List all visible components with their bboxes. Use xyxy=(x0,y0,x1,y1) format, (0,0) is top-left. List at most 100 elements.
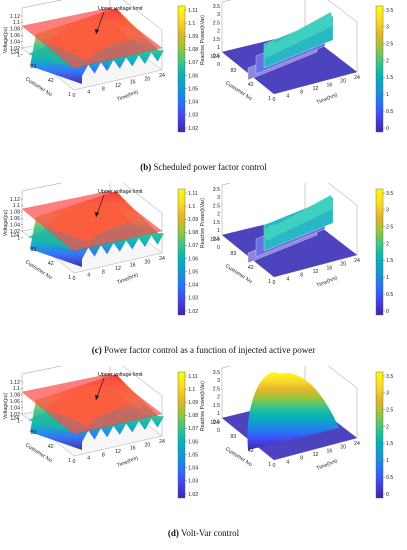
panel-1-voltage-zaxis-label: Voltage(pu) xyxy=(3,209,9,236)
panel-2-voltage-upper-voltage-limit-plane xyxy=(21,373,163,435)
panel-0-reactive-xaxis-tick: 0 xyxy=(273,97,276,103)
panel-2-reactive-xaxis-tick: 24 xyxy=(354,441,360,447)
panel-2-reactive-zaxis-label: Reactive Power(kVar) xyxy=(200,381,206,431)
panel-0-reactive-xaxis-label: Time(hrs) xyxy=(316,92,339,106)
panel-0-voltage-zaxis-tick: 1.06 xyxy=(10,33,20,39)
panel-0-voltage-colorbar-bar xyxy=(177,5,186,133)
panel-1-reactive-colorbar-tick: 0 xyxy=(386,309,389,315)
panel-0-voltage-colorbar-tick: 1.11 xyxy=(188,8,198,14)
panel-0-reactive-zaxis-tick: 0.5 xyxy=(213,54,220,60)
panel-0-reactive-yaxis-tick: 124 xyxy=(210,54,219,60)
panel-0-voltage-colorbar-tick: 1.02 xyxy=(188,126,198,132)
panel-2-voltage-zaxis-tick: 1.1 xyxy=(13,386,20,392)
panel-2-voltage-xaxis-tick: 8 xyxy=(102,452,105,458)
panel-0-reactive-xaxis-tick: 12 xyxy=(313,86,319,92)
panel-2-voltage-xaxis-tick: 4 xyxy=(87,456,90,462)
panel-1-voltage-yaxis-tick: 83 xyxy=(31,247,37,253)
panel-0-reactive-xaxis-tick: 24 xyxy=(354,75,360,81)
panel-0-reactive-colorbar-bar xyxy=(375,5,384,133)
panel-2-reactive-xaxis-tick: 16 xyxy=(326,448,332,454)
panel-2-voltage-zaxis-tick: 1.08 xyxy=(10,393,20,399)
caption-letter: (b) xyxy=(140,162,152,172)
panel-0-caption: (b) Scheduled power factor control xyxy=(0,162,407,173)
panel-0-voltage-colorbar-tick: 1.08 xyxy=(188,47,198,53)
panel-1-reactive-colorbar-tick: 0.5 xyxy=(386,292,393,298)
caption-text: Scheduled power factor control xyxy=(153,162,267,172)
panel-1-reactive-zaxis-tick: 3.5 xyxy=(213,187,220,193)
panel-0-reactive-yaxis-tick: 1 xyxy=(268,96,271,102)
panel-2-reactive-yaxis-tick: 1 xyxy=(268,462,271,468)
panel-1-reactive-xaxis-tick: 12 xyxy=(313,269,319,275)
panel-1-reactive-zaxis-tick: 2 xyxy=(217,212,220,218)
panel-2-reactive-zaxis-tick: 2.5 xyxy=(213,386,220,392)
panel-0-voltage-yaxis-tick: 1 xyxy=(68,92,71,98)
panel-0-voltage-xaxis-tick: 20 xyxy=(144,76,150,82)
panel-0-reactive-xaxis-tick: 4 xyxy=(286,93,289,99)
panel-1-voltage-xaxis-tick: 16 xyxy=(130,263,136,269)
panel-0-reactive-colorbar-tick: 3 xyxy=(386,25,389,31)
panel-0-voltage-xaxis-tick: 8 xyxy=(102,86,105,92)
panel-1-caption: (c) Power factor control as a function o… xyxy=(0,345,407,356)
panel-0-voltage-colorbar-tick: 1.07 xyxy=(188,60,198,66)
panel-0-reactive-xaxis-tick: 8 xyxy=(300,90,303,96)
panel-0-reactive-colorbar-tick: 1 xyxy=(386,92,389,98)
panel-1-reactive-colorbar-tick: 1.5 xyxy=(386,258,393,264)
panel-1-reactive-zaxis-tick: 3 xyxy=(217,195,220,201)
panel-2-reactive-reactive-power-surface xyxy=(247,372,339,450)
panel-1-voltage-yaxis-tick: 1 xyxy=(68,275,71,281)
panel-2-reactive-zaxis-tick: 2 xyxy=(217,395,220,401)
panel-0-voltage-colorbar-tick: 1.1 xyxy=(188,21,195,27)
panel-0-reactive-colorbar-tick: 3.5 xyxy=(386,8,393,14)
panel-1-reactive-xaxis-tick: 16 xyxy=(326,265,332,271)
panel-1-voltage-zaxis-tick: 1.12 xyxy=(10,197,20,203)
panel-0-voltage-zaxis-tick: 1.02 xyxy=(10,46,20,52)
panel-1-voltage-xaxis-tick: 0 xyxy=(73,276,76,282)
panel-0-voltage-colorbar-tick: 1.09 xyxy=(188,34,198,40)
panel-2-voltage-zaxis-tick: 1.04 xyxy=(10,405,20,411)
panel-0-reactive-zaxis-tick: 2 xyxy=(217,29,220,35)
panel-1-reactive-colorbar-tick: 1 xyxy=(386,275,389,281)
panel-0-reactive-colorbar-tick: 2.5 xyxy=(386,42,393,48)
caption-letter: (d) xyxy=(167,528,179,538)
panel-2-plots: 1.121.11.081.061.041.021Voltage(pu)Upper… xyxy=(3,366,393,499)
panel-0-voltage-yaxis-tick: 42 xyxy=(48,78,54,84)
panel-0-reactive-yaxis-tick: 83 xyxy=(231,68,237,74)
panel-0-plots: 1.121.11.081.061.041.021Voltage(pu)Upper… xyxy=(3,0,393,133)
panel-2-voltage-colorbar-tick: 1.1 xyxy=(188,387,195,393)
panel-2-reactive-colorbar-bar xyxy=(375,371,384,499)
panel-1-reactive-colorbar-tick: 3.5 xyxy=(386,191,393,197)
panel-1-voltage-xaxis-tick: 12 xyxy=(115,266,121,272)
panel-1-voltage-yaxis-tick: 124 xyxy=(10,233,19,239)
panel-1: 1.12 1.1 1.08 1.06 1.04 1.02 1 Voltage(pu) Upper… xyxy=(0,183,407,366)
panel-2-reactive-yaxis-tick: 124 xyxy=(210,420,219,426)
panel-2-reactive-xaxis-tick: 12 xyxy=(313,452,319,458)
panel-0-voltage-colorbar-tick: 1.06 xyxy=(188,73,198,79)
panel-2-reactive-xaxis-tick: 20 xyxy=(340,445,346,451)
panel-0-reactive-xaxis-tick: 20 xyxy=(340,79,346,85)
panel-1-reactive-yaxis-tick: 42 xyxy=(248,265,254,271)
panel-2-reactive-colorbar-tick: 2 xyxy=(386,424,389,430)
panel-1-voltage-colorbar-tick: 1.03 xyxy=(188,296,198,302)
panel-1-voltage-xaxis-tick: 8 xyxy=(102,269,105,275)
panel-1-reactive-zaxis-tick: 1.5 xyxy=(213,220,220,226)
panel-1-voltage-zaxis-tick: 1.06 xyxy=(10,216,20,222)
panel-1-voltage-upper-voltage-limit-plane xyxy=(21,190,163,252)
panel-0-voltage-zaxis-tick: 1.12 xyxy=(10,14,20,20)
panel-2-voltage-zaxis-tick: 1.12 xyxy=(10,380,20,386)
panel-1-reactive-zaxis-tick: 0 xyxy=(217,245,220,251)
panel-2-voltage-colorbar-tick: 1.09 xyxy=(188,400,198,406)
panel-2-reactive-zaxis-tick: 3 xyxy=(217,378,220,384)
panel-1-voltage-colorbar-tick: 1.1 xyxy=(188,204,195,210)
panel-1-voltage-zaxis-tick: 1.08 xyxy=(10,210,20,216)
panel-1-reactive-yaxis-tick: 83 xyxy=(231,251,237,257)
panel-2-reactive-colorbar-tick: 1 xyxy=(386,458,389,464)
panel-1-reactive-xaxis-tick: 8 xyxy=(300,273,303,279)
panel-0-voltage-colorbar: 1.11 1.1 1.09 1.08 1.07 1.06 1.05 1.04 1.03 1.02 xyxy=(177,5,198,133)
panel-1-reactive-zaxis-label: Reactive Power(kVar) xyxy=(200,198,206,248)
panel-0-voltage-zaxis-label: Voltage(pu) xyxy=(3,26,9,53)
panel-2-voltage-colorbar-bar xyxy=(177,371,186,499)
panel-1-voltage-yaxis-tick: 42 xyxy=(48,261,54,267)
caption-text: Volt-Var control xyxy=(181,528,240,538)
panel-1-reactive-zaxis-tick: 2.5 xyxy=(213,203,220,209)
panel-0-reactive-zaxis-tick: 3 xyxy=(217,12,220,18)
